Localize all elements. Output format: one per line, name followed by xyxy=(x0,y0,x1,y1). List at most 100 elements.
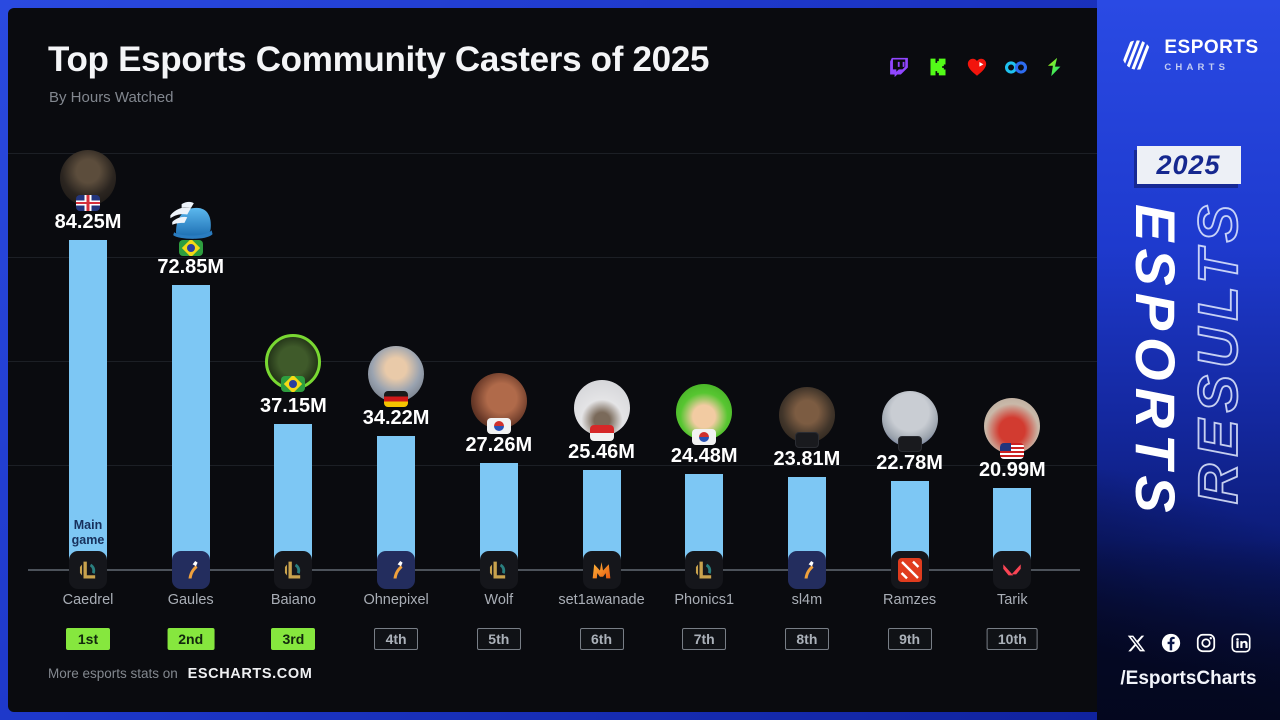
platform-icons xyxy=(887,55,1067,79)
social-handle[interactable]: /EsportsCharts xyxy=(1120,668,1257,689)
avatar-set1awanade xyxy=(573,380,630,441)
watermark-results: RESULTS xyxy=(1185,197,1250,505)
caster-name: Caedrel xyxy=(62,592,114,608)
year-text: 2025 xyxy=(1156,149,1221,180)
flag-id-icon xyxy=(589,425,614,441)
caster-name: Wolf xyxy=(484,592,514,608)
rank-badge: 6th xyxy=(579,628,624,650)
x-axis-baseline xyxy=(28,569,1080,571)
chart: Main game 84.25M Caedrel 1st 72.85M Gaules 2nd 3… xyxy=(8,8,1097,712)
flag-br-icon xyxy=(178,240,203,256)
cs2-game-icon xyxy=(171,551,210,589)
avatar-sl4m xyxy=(778,387,835,448)
lol-game-icon xyxy=(685,551,724,589)
twitch-icon xyxy=(887,55,911,79)
caster-column-ramzes: 22.78M Ramzes 9th xyxy=(850,8,970,650)
rank-badge: 10th xyxy=(986,628,1038,650)
caster-column-ohnepixel: 34.22M Ohnepixel 4th xyxy=(336,8,456,650)
caster-column-baiano: 37.15M Baiano 3rd xyxy=(233,8,353,650)
flag-gb-icon xyxy=(76,195,100,211)
caster-column-set1awanade: 25.46M set1awanade 6th xyxy=(542,8,662,650)
avatar-caedrel xyxy=(60,150,116,211)
social-icons xyxy=(1097,632,1280,654)
year-badge: 2025 xyxy=(1136,146,1241,184)
value-label: 20.99M xyxy=(978,459,1046,481)
footer-note: More esports stats on ESCHARTS.COM xyxy=(48,666,312,682)
heart-icon xyxy=(965,55,989,79)
rank-badge: 4th xyxy=(374,628,419,650)
value-label: 84.25M xyxy=(54,211,122,233)
valorant-game-icon xyxy=(993,551,1032,589)
avatar-phonics1 xyxy=(676,384,733,445)
facebook-icon[interactable] xyxy=(1160,632,1182,654)
bar xyxy=(69,240,107,570)
cs2-game-icon xyxy=(377,551,416,589)
gaules-helmet-avatar xyxy=(170,201,213,239)
escharts-site-link[interactable]: ESCHARTS.COM xyxy=(187,666,313,682)
x-icon[interactable] xyxy=(1125,632,1147,654)
flag-censored-icon xyxy=(794,432,819,448)
lol-game-icon xyxy=(69,551,107,589)
caster-name: Ramzes xyxy=(883,592,937,608)
avatar-wolf xyxy=(470,373,527,434)
bar xyxy=(274,424,313,570)
bar xyxy=(171,285,210,570)
lol-game-icon xyxy=(479,551,518,589)
chzzk-icon xyxy=(1043,55,1067,79)
rank-badge: 8th xyxy=(784,628,829,650)
value-label: 24.48M xyxy=(670,445,738,467)
instagram-icon[interactable] xyxy=(1195,632,1217,654)
value-label: 37.15M xyxy=(260,395,327,417)
caster-column-caedrel: Main game 84.25M Caedrel 1st xyxy=(28,8,148,650)
page-title: Top Esports Community Casters of 2025 xyxy=(48,40,710,79)
caster-column-tarik: 20.99M Tarik 10th xyxy=(952,8,1072,650)
logo-text-esports: ESPORTS xyxy=(1164,37,1259,58)
gridline xyxy=(8,465,1097,466)
logo-text-charts: CHARTS xyxy=(1164,62,1230,73)
rank-badge: 7th xyxy=(682,628,727,650)
rank-badge: 9th xyxy=(887,628,932,650)
avatar-ramzes xyxy=(881,391,938,452)
flag-censored-icon xyxy=(897,436,922,452)
caster-name: set1awanade xyxy=(558,592,645,608)
flag-kr-icon xyxy=(486,418,511,434)
lol-game-icon xyxy=(274,551,313,589)
flag-us-icon xyxy=(1000,443,1025,459)
kick-icon xyxy=(926,55,950,79)
avatar-ohnepixel xyxy=(368,346,425,407)
flag-de-icon xyxy=(384,391,409,407)
caster-name: Phonics1 xyxy=(674,592,735,608)
avatar-tarik xyxy=(984,398,1041,459)
gridline xyxy=(8,153,1097,154)
caster-name: Ohnepixel xyxy=(363,592,429,608)
cs2-game-icon xyxy=(787,551,826,589)
value-label: 25.46M xyxy=(568,441,635,463)
watermark-esports: ESPORTS xyxy=(1124,204,1187,520)
avatar-baiano xyxy=(265,334,322,392)
bar xyxy=(377,436,416,570)
rank-badge: 1st xyxy=(66,628,110,650)
rank-badge: 2nd xyxy=(167,628,215,650)
esports-charts-logo: ESPORTS CHARTS xyxy=(1097,36,1280,74)
caster-name: Tarik xyxy=(996,592,1028,608)
dota2-game-icon xyxy=(890,551,929,589)
caster-name: Baiano xyxy=(270,592,316,608)
flag-kr-icon xyxy=(692,429,717,445)
value-label: 72.85M xyxy=(157,256,225,278)
caster-column-gaules: 72.85M Gaules 2nd xyxy=(131,8,251,650)
branding-sidebar: ESPORTS CHARTS 2025 ESPORTS RESULTS /Esp… xyxy=(1097,0,1280,720)
logo-circle-icon xyxy=(1122,40,1151,70)
rank-badge: 5th xyxy=(476,628,521,650)
linkedin-icon[interactable] xyxy=(1230,632,1252,654)
footer-prefix: More esports stats on xyxy=(48,666,178,681)
value-label: 22.78M xyxy=(876,452,943,474)
mlbb-game-icon xyxy=(582,551,621,589)
gridline xyxy=(8,257,1097,258)
caster-column-sl4m: 23.81M sl4m 8th xyxy=(747,8,867,650)
rank-badge: 3rd xyxy=(271,628,316,650)
caster-column-wolf: 27.26M Wolf 5th xyxy=(439,8,559,650)
flag-br-icon xyxy=(281,376,306,392)
page-subtitle: By Hours Watched xyxy=(49,89,174,106)
main-game-annotation: Main game xyxy=(71,518,105,547)
